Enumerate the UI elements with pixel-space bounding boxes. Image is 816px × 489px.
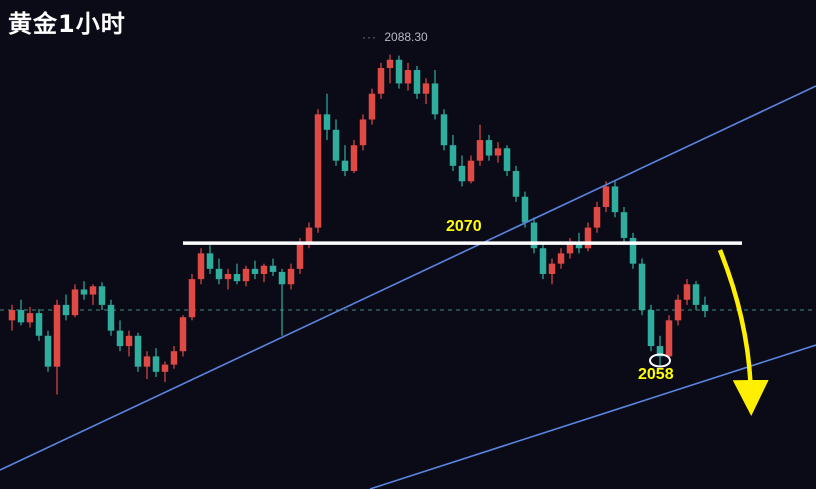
- resistance-price-label: 2070: [446, 218, 482, 235]
- peak-price-label: ··· 2088.30: [362, 30, 428, 44]
- trendlines-layer: [0, 85, 816, 489]
- peak-price-value: 2088.30: [384, 30, 428, 44]
- annotations-layer: [183, 241, 769, 416]
- chart-title: 黄金1小时: [8, 10, 126, 38]
- candles-layer: [8, 54, 709, 395]
- support-price-label: 2058: [638, 366, 674, 383]
- peak-dots-icon: ···: [362, 30, 377, 44]
